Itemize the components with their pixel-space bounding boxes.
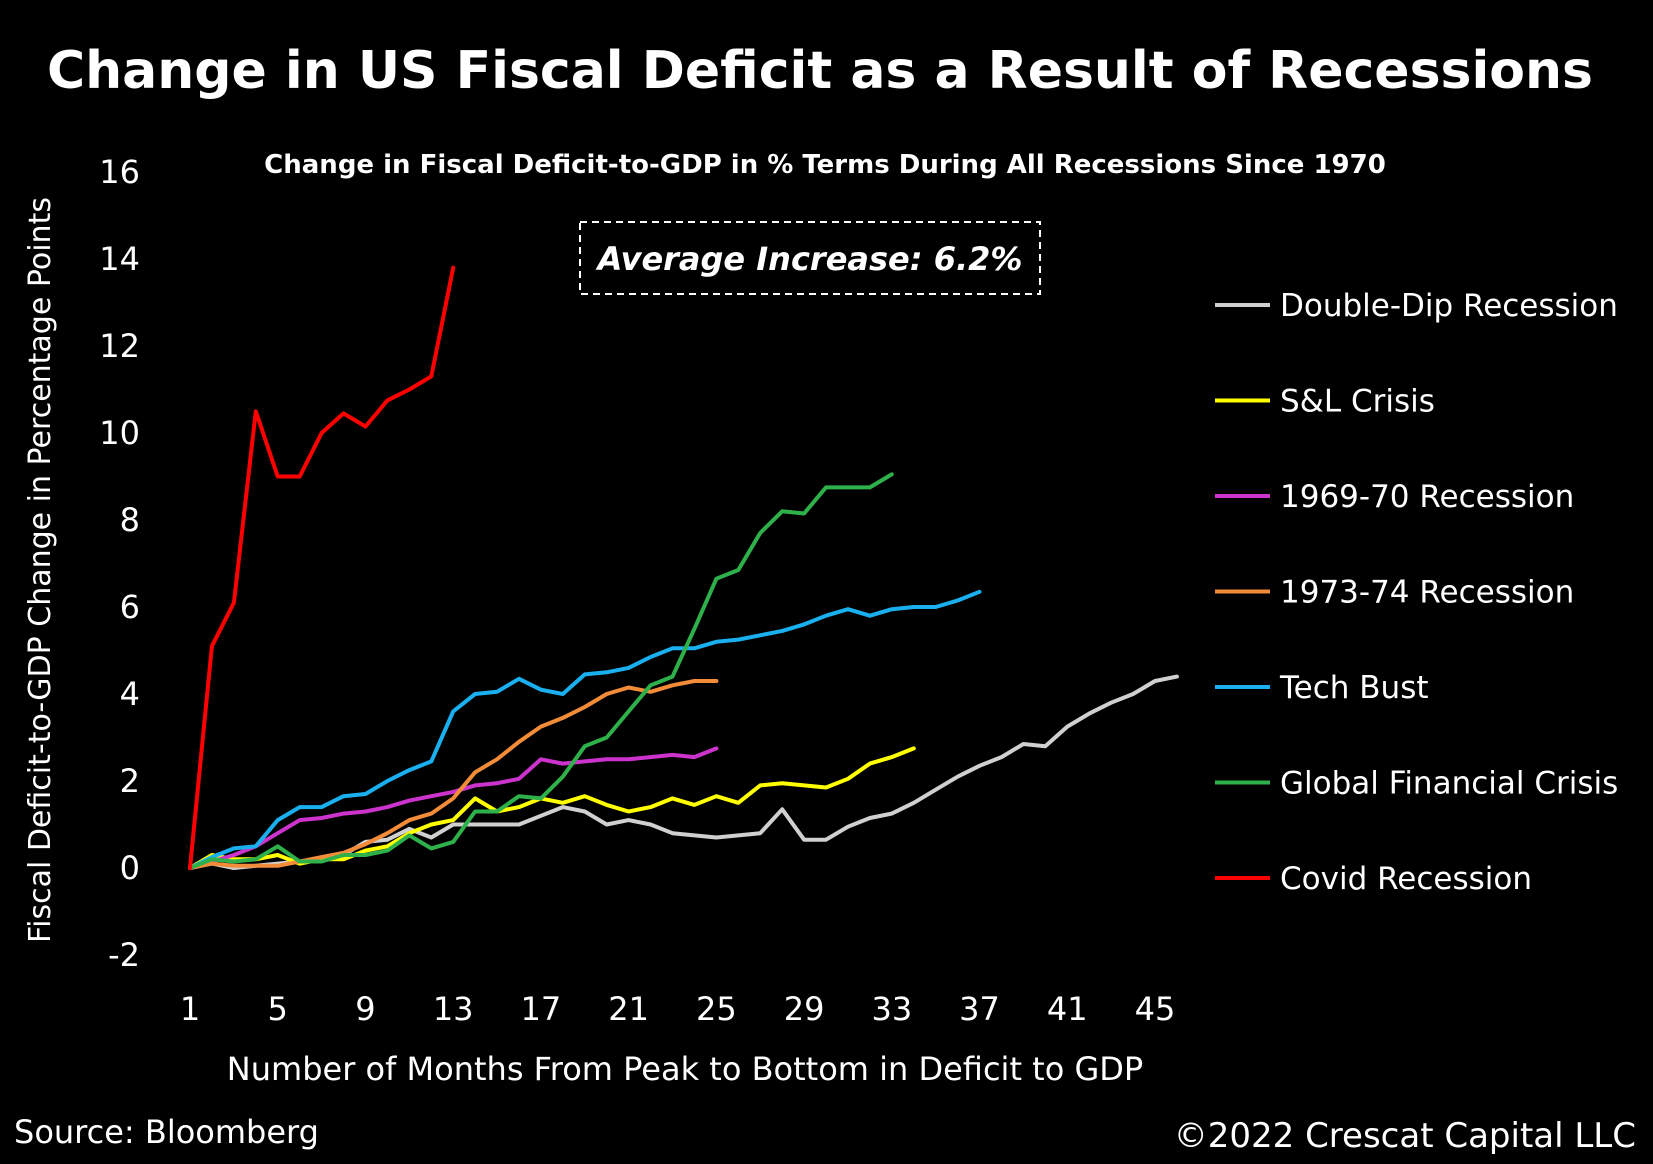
- legend-label: Covid Recession: [1280, 861, 1532, 897]
- x-tick-label: 5: [268, 990, 288, 1028]
- x-tick-label: 9: [355, 990, 375, 1028]
- x-tick-label: 1: [180, 990, 200, 1028]
- y-axis-ticks: -2 0 2 4 6 8 10 12 14 16: [99, 153, 140, 974]
- y-tick-label: 10: [99, 414, 140, 452]
- series-lines: [188, 265, 1179, 870]
- legend-label: 1973-74 Recession: [1280, 575, 1574, 611]
- legend-item: Double-Dip Recession: [1215, 288, 1618, 324]
- legend-item: S&L Crisis: [1215, 384, 1435, 420]
- series-line-double-dip-recession: [188, 674, 1179, 870]
- y-tick-label: 14: [99, 240, 140, 278]
- legend: Double-Dip Recession S&L Crisis 1969-70 Re…: [1215, 288, 1618, 897]
- legend-item: Covid Recession: [1215, 861, 1532, 897]
- x-tick-label: 33: [871, 990, 912, 1028]
- legend-item: Global Financial Crisis: [1215, 766, 1618, 802]
- x-tick-label: 25: [696, 990, 737, 1028]
- series-line-tech-bust: [188, 589, 982, 870]
- source-note: Source: Bloomberg: [14, 1113, 319, 1151]
- x-axis-label: Number of Months From Peak to Bottom in …: [227, 1050, 1143, 1088]
- y-tick-label: 4: [120, 675, 140, 713]
- chart-subtitle: Change in Fiscal Deficit-to-GDP in % Ter…: [264, 150, 1386, 180]
- y-tick-label: -2: [108, 936, 140, 974]
- series-line-1969-70-recession: [188, 746, 719, 870]
- x-axis-ticks: 1 5 9 13 17 21 25 29 33 37 41 45: [180, 990, 1176, 1028]
- average-annotation-text: Average Increase: 6.2%: [595, 240, 1023, 278]
- y-tick-label: 12: [99, 327, 140, 365]
- legend-item: 1969-70 Recession: [1215, 479, 1574, 515]
- x-tick-label: 21: [608, 990, 649, 1028]
- y-tick-label: 8: [120, 501, 140, 539]
- legend-item: Tech Bust: [1215, 670, 1429, 706]
- copyright-note: ©2022 Crescat Capital LLC: [1174, 1116, 1636, 1156]
- x-tick-label: 17: [521, 990, 562, 1028]
- series-line-global-financial-crisis: [188, 472, 894, 870]
- y-tick-label: 0: [120, 849, 140, 887]
- x-tick-label: 45: [1135, 990, 1176, 1028]
- y-tick-label: 6: [120, 588, 140, 626]
- y-tick-label: 16: [99, 153, 140, 191]
- series-line-covid-recession: [188, 265, 456, 870]
- legend-label: Double-Dip Recession: [1280, 288, 1618, 324]
- legend-label: Global Financial Crisis: [1280, 766, 1618, 802]
- legend-label: S&L Crisis: [1280, 384, 1435, 420]
- legend-label: Tech Bust: [1279, 670, 1429, 706]
- legend-label: 1969-70 Recession: [1280, 479, 1574, 515]
- x-tick-label: 37: [959, 990, 1000, 1028]
- x-tick-label: 29: [784, 990, 825, 1028]
- x-tick-label: 13: [433, 990, 474, 1028]
- y-axis-label: Fiscal Deficit-to-GDP Change in Percenta…: [23, 197, 58, 943]
- x-tick-label: 41: [1047, 990, 1088, 1028]
- average-annotation-box: Average Increase: 6.2%: [579, 221, 1041, 295]
- series-line-1973-74-recession: [188, 679, 719, 870]
- chart-title: Change in US Fiscal Deficit as a Result …: [47, 41, 1593, 101]
- y-tick-label: 2: [120, 762, 140, 800]
- legend-item: 1973-74 Recession: [1215, 575, 1574, 611]
